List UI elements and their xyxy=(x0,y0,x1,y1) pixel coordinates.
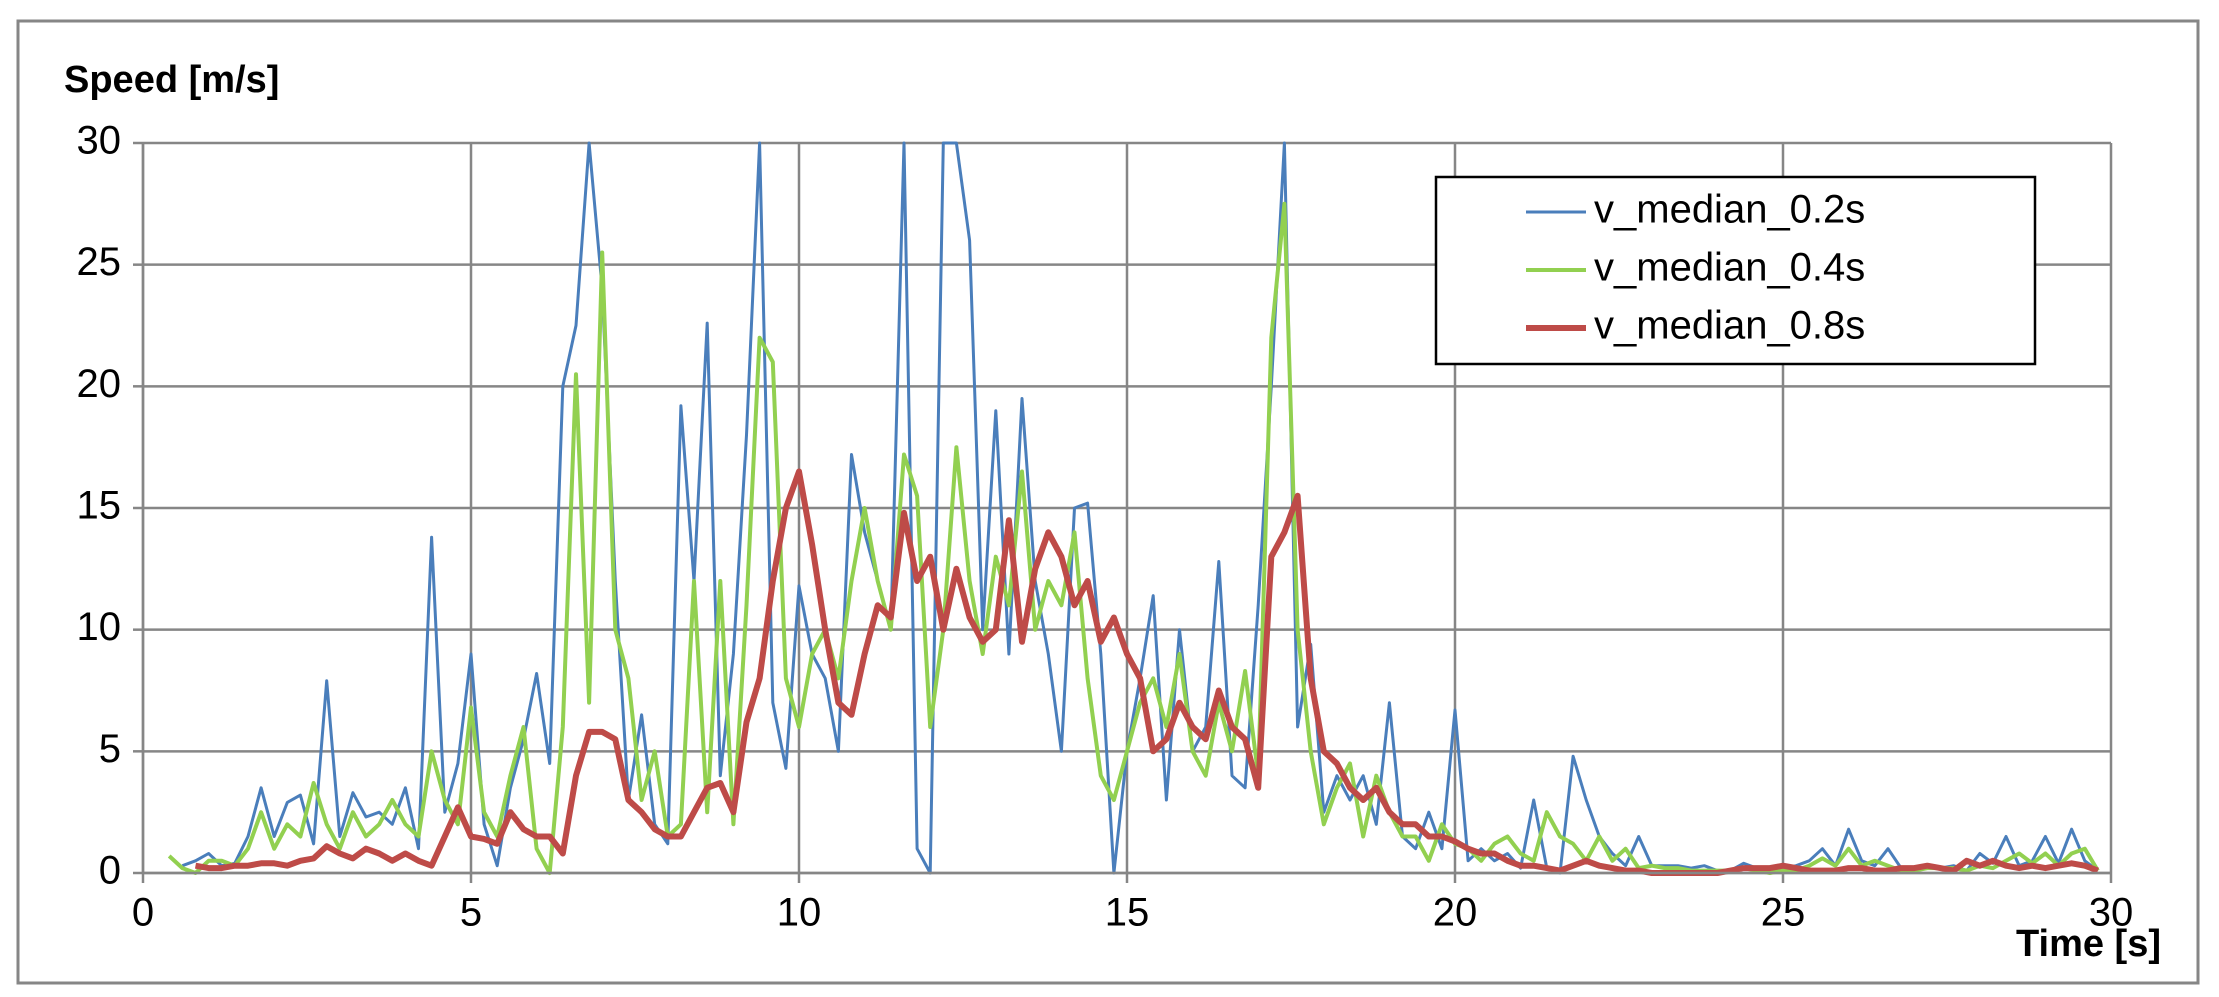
y-tick-label: 10 xyxy=(77,605,122,649)
y-tick-label: 20 xyxy=(77,362,122,406)
legend-label: v_median_0.4s xyxy=(1594,246,1865,290)
y-tick-label: 15 xyxy=(77,484,122,528)
y-axis-title: Speed [m/s] xyxy=(64,59,279,101)
x-tick-label: 5 xyxy=(460,891,482,935)
y-tick-label: 0 xyxy=(99,849,121,893)
y-tick-label: 30 xyxy=(77,119,122,163)
x-tick-label: 20 xyxy=(1433,891,1478,935)
y-tick-label: 5 xyxy=(99,727,121,771)
legend-label: v_median_0.2s xyxy=(1594,188,1865,232)
x-tick-label: 30 xyxy=(2089,891,2134,935)
x-tick-label: 15 xyxy=(1105,891,1150,935)
x-tick-label: 10 xyxy=(777,891,822,935)
series-line xyxy=(194,468,2099,876)
x-axis-title: Time [s] xyxy=(2016,923,2161,965)
x-tick-label: 0 xyxy=(132,891,154,935)
legend: v_median_0.2s v_median_0.4s v_median_0.8s xyxy=(1434,175,2037,366)
y-tick-label: 25 xyxy=(77,240,122,284)
legend-label: v_median_0.8s xyxy=(1594,304,1865,348)
x-tick-label: 25 xyxy=(1761,891,1806,935)
